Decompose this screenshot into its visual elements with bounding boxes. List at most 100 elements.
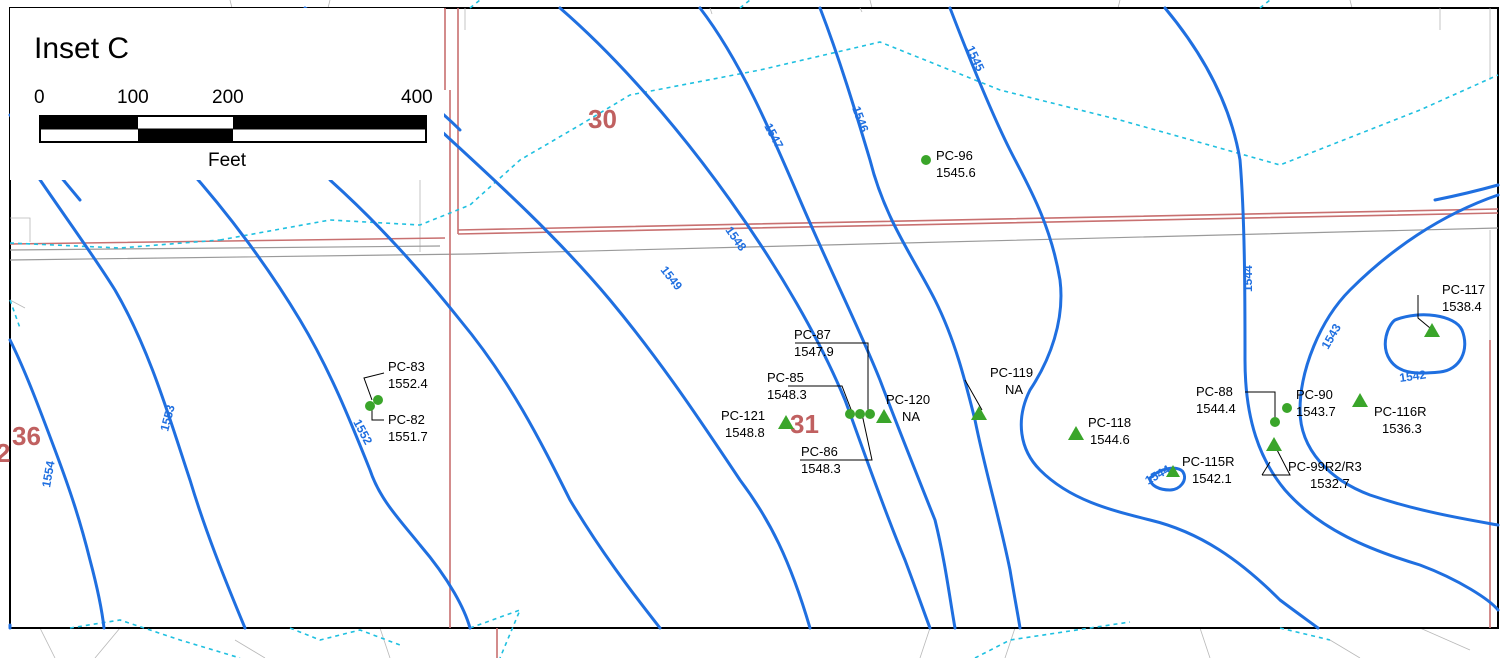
- well-marker-pc-119: [971, 406, 987, 420]
- well-marker-pc-120: [876, 409, 892, 423]
- svg-text:PC-82: PC-82: [388, 412, 425, 427]
- stream-south: [69, 608, 1331, 658]
- svg-text:PC-117: PC-117: [1442, 282, 1485, 297]
- svg-text:PC-90: PC-90: [1296, 387, 1333, 402]
- well-label-pc-87: PC-87 1547.9: [794, 327, 834, 359]
- scale-tick-200: 200: [212, 87, 244, 108]
- svg-text:1547.9: 1547.9: [794, 344, 834, 359]
- section-label-31: 31: [790, 409, 819, 439]
- scale-tick-0: 0: [34, 87, 45, 108]
- svg-text:1536.3: 1536.3: [1382, 421, 1422, 436]
- svg-text:1548.3: 1548.3: [767, 387, 807, 402]
- contour-line-1542: [1383, 313, 1467, 375]
- svg-text:PC-116R: PC-116R: [1374, 404, 1427, 419]
- contour-line-1545: [948, 6, 1320, 630]
- well-marker-pc-88: [1270, 417, 1280, 427]
- svg-text:1548.3: 1548.3: [801, 461, 841, 476]
- well-label-pc-115r: PC-115R 1542.1: [1182, 454, 1235, 486]
- svg-text:1548.8: 1548.8: [725, 425, 765, 440]
- leader-lines: [363, 295, 1431, 476]
- svg-text:PC-88: PC-88: [1196, 384, 1233, 399]
- stream-top: [469, 0, 1271, 9]
- contour-line-1552: [183, 163, 472, 630]
- svg-text:1545.6: 1545.6: [936, 165, 976, 180]
- contour-line-1544b: [1148, 466, 1186, 492]
- stream-north: [219, 41, 1499, 241]
- contour-line-1544: [1163, 6, 1500, 612]
- well-marker-pc-117: [1424, 323, 1440, 337]
- contour-line-1548: [558, 6, 932, 630]
- well-marker-pc-99r2-r3: [1266, 437, 1282, 451]
- well-marker-pc-83: [373, 395, 383, 405]
- well-marker-pc-116r: [1352, 393, 1368, 407]
- legend-box: Inset C 0 100 200 400 Feet: [10, 8, 444, 180]
- svg-text:PC-99R2/R3: PC-99R2/R3: [1288, 459, 1362, 474]
- svg-text:NA: NA: [1005, 382, 1023, 397]
- svg-text:PC-87: PC-87: [794, 327, 831, 342]
- svg-text:PC-115R: PC-115R: [1182, 454, 1235, 469]
- svg-text:1532.7: 1532.7: [1310, 476, 1350, 491]
- well-label-pc-119: PC-119 NA: [990, 365, 1033, 397]
- stream-west-2: [9, 299, 21, 329]
- contour-label-1544: 1544: [1241, 265, 1255, 292]
- svg-text:PC-85: PC-85: [767, 370, 804, 385]
- well-label-pc-96: PC-96 1545.6: [936, 148, 976, 180]
- svg-text:PC-86: PC-86: [801, 444, 838, 459]
- svg-text:PC-121: PC-121: [721, 408, 765, 423]
- svg-text:NA: NA: [902, 409, 920, 424]
- well-label-pc-82: PC-82 1551.7: [388, 412, 428, 444]
- contour-label-1553: 1553: [157, 403, 178, 433]
- contour-line-1538: [1433, 183, 1500, 202]
- scale-unit: Feet: [208, 150, 247, 171]
- contour-line-1543: [1298, 193, 1500, 527]
- well-label-pc-88: PC-88 1544.4: [1196, 384, 1236, 416]
- well-label-pc-85: PC-85 1548.3: [767, 370, 807, 402]
- svg-text:1538.4: 1538.4: [1442, 299, 1482, 314]
- contour-line-1546: [818, 6, 1022, 630]
- svg-text:PC-96: PC-96: [936, 148, 973, 163]
- well-label-pc-117: PC-117 1538.4: [1442, 282, 1485, 314]
- svg-text:1551.7: 1551.7: [388, 429, 428, 444]
- well-marker-pc-82: [365, 401, 375, 411]
- svg-text:1552.4: 1552.4: [388, 376, 428, 391]
- well-marker-pc-115r: [1166, 465, 1180, 477]
- stream-west: [9, 239, 221, 249]
- outer-parcels: [39, 0, 1471, 658]
- well-marker-pc-96: [921, 155, 931, 165]
- scale-tick-400: 400: [401, 87, 433, 108]
- section-line-vertical: [444, 8, 1491, 658]
- well-marker-pc-85: [845, 409, 855, 419]
- road-line-2: [9, 245, 441, 251]
- contour-line-1549: [438, 128, 812, 630]
- contour-line-1551: [328, 178, 662, 630]
- well-marker-pc-87: [865, 409, 875, 419]
- svg-text:PC-83: PC-83: [388, 359, 425, 374]
- svg-text:1543.7: 1543.7: [1296, 404, 1336, 419]
- well-label-pc-118: PC-118 1544.6: [1088, 415, 1131, 447]
- scale-tick-100: 100: [117, 87, 149, 108]
- contour-line-1553: [28, 163, 247, 630]
- well-label-pc-99r2-r3: PC-99R2/R3 1532.7: [1288, 459, 1362, 491]
- svg-text:PC-120: PC-120: [886, 392, 930, 407]
- section-label-30: 30: [588, 104, 617, 134]
- well-label-pc-116r: PC-116R 1536.3: [1374, 404, 1427, 436]
- contour-line-1554: [8, 338, 106, 630]
- section-label-2: 2: [0, 438, 10, 468]
- well-label-pc-90: PC-90 1543.7: [1296, 387, 1336, 419]
- road-line: [9, 227, 1499, 261]
- section-label-36: 36: [12, 421, 41, 451]
- svg-text:1544.4: 1544.4: [1196, 401, 1236, 416]
- contour-label-1542: 1542: [1398, 367, 1427, 385]
- svg-text:PC-119: PC-119: [990, 365, 1033, 380]
- well-label-pc-83: PC-83 1552.4: [388, 359, 428, 391]
- contour-line-1547: [698, 6, 957, 630]
- svg-text:1544.6: 1544.6: [1090, 432, 1130, 447]
- well-label-pc-121: PC-121 1548.8: [721, 408, 765, 440]
- svg-text:1542.1: 1542.1: [1192, 471, 1232, 486]
- well-marker-pc-90: [1282, 403, 1292, 413]
- inset-title: Inset C: [34, 32, 129, 65]
- well-marker-pc-121: [778, 415, 794, 429]
- well-label-pc-86: PC-86 1548.3: [801, 444, 841, 476]
- well-marker-pc-86: [855, 409, 865, 419]
